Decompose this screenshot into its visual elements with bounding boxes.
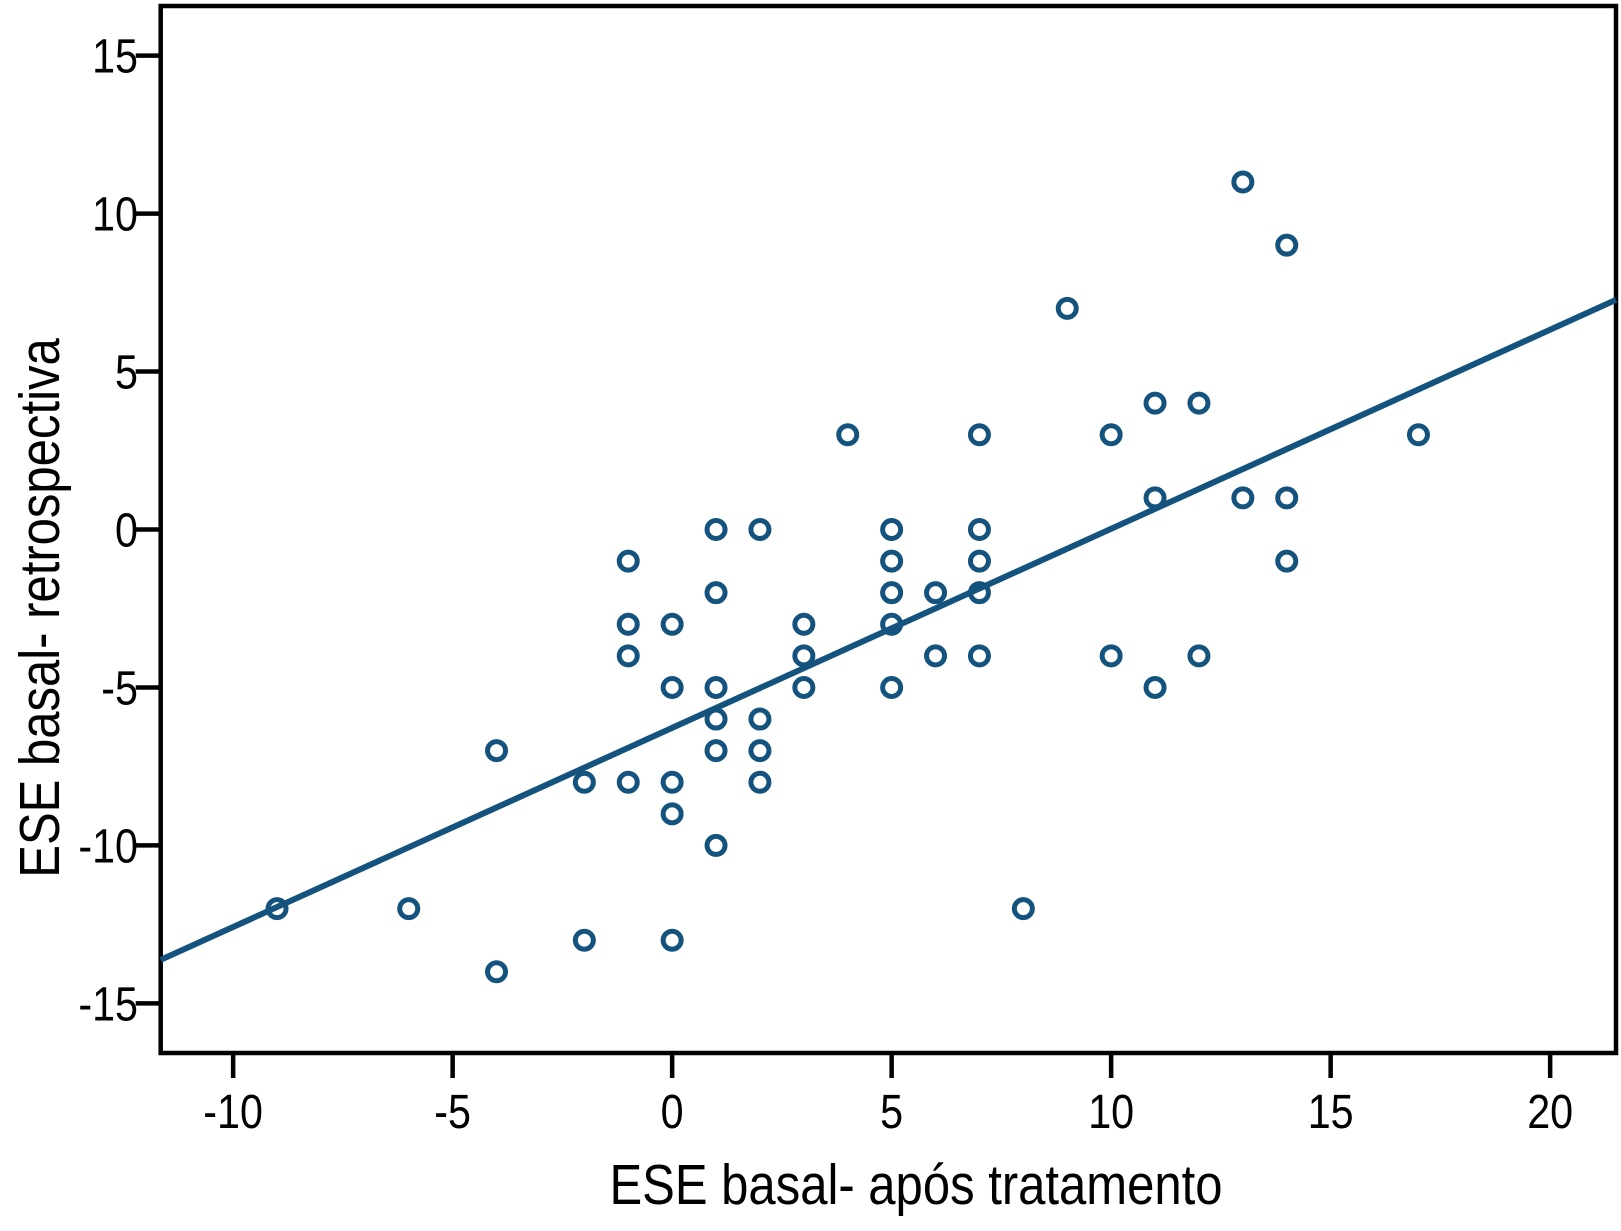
data-point: [967, 518, 991, 541]
plot-border: [158, 3, 1619, 1056]
data-points: [265, 170, 1430, 984]
x-tick-label: 15: [1308, 1085, 1354, 1139]
x-axis-title-text: ESE basal- após tratamento: [609, 1153, 1223, 1217]
data-point: [704, 581, 728, 605]
data-point: [792, 644, 816, 668]
x-tick-label: -5: [434, 1085, 471, 1139]
fit-line: [159, 297, 1618, 963]
data-point: [616, 770, 640, 794]
data-point: [1099, 423, 1123, 447]
data-point: [1275, 549, 1299, 573]
data-point: [397, 897, 421, 921]
data-point: [880, 581, 904, 605]
x-tick-label: 10: [1088, 1085, 1134, 1139]
data-point: [924, 644, 948, 668]
data-point: [748, 739, 772, 763]
y-tick-label: 15: [92, 30, 138, 84]
data-point: [1011, 897, 1035, 921]
data-point: [792, 675, 816, 699]
data-point: [1275, 486, 1299, 510]
data-point: [967, 423, 991, 447]
y-tick-label: 5: [115, 346, 138, 400]
y-axis-title-text: ESE basal- retrospectiva: [8, 338, 72, 878]
data-point: [572, 770, 596, 794]
y-axis-ticks: [135, 53, 161, 1006]
data-point: [660, 675, 684, 699]
data-point: [967, 581, 991, 605]
data-point: [485, 960, 509, 984]
data-point: [792, 612, 816, 636]
y-tick-label: 10: [92, 188, 138, 242]
data-point: [572, 928, 596, 952]
x-tick-label: 5: [880, 1085, 903, 1139]
data-point: [660, 802, 684, 826]
data-point: [836, 423, 860, 447]
data-point: [660, 612, 684, 636]
data-point: [967, 549, 991, 573]
data-point: [1406, 423, 1430, 447]
x-tick-label: 0: [661, 1085, 684, 1139]
y-axis-tick-labels: 15 10 5 0 -5 -10 -15: [78, 30, 138, 1031]
data-point: [265, 897, 289, 921]
x-tick-label: 20: [1527, 1085, 1573, 1139]
data-point: [880, 549, 904, 573]
plot-frame: [158, 3, 1619, 1056]
data-point: [748, 770, 772, 794]
data-point: [880, 675, 904, 699]
data-point: [1143, 675, 1167, 699]
data-point: [1099, 644, 1123, 668]
data-point: [967, 644, 991, 668]
y-tick-label: 0: [115, 504, 138, 558]
data-point: [1187, 644, 1211, 668]
data-point: [1143, 391, 1167, 415]
data-point: [880, 518, 904, 541]
data-point: [616, 644, 640, 668]
data-point: [1231, 486, 1255, 510]
data-point: [1143, 486, 1167, 510]
data-point: [1055, 296, 1079, 320]
x-axis-tick-labels: -10 -5 0 5 10 15 20: [203, 1085, 1573, 1139]
data-point: [748, 518, 772, 541]
data-point: [704, 518, 728, 541]
x-axis-ticks: [230, 1053, 1553, 1078]
data-point: [704, 707, 728, 731]
regression-line: [159, 297, 1618, 963]
data-point: [924, 581, 948, 605]
data-point: [704, 833, 728, 857]
y-tick-label: -15: [78, 978, 138, 1032]
y-axis-title: ESE basal- retrospectiva: [7, 294, 73, 921]
data-point: [1275, 233, 1299, 257]
data-point: [660, 770, 684, 794]
data-point: [616, 549, 640, 573]
data-point: [1231, 170, 1255, 194]
data-point: [1187, 391, 1211, 415]
data-point: [660, 928, 684, 952]
x-tick-label: -10: [203, 1085, 263, 1139]
x-axis-title: ESE basal- após tratamento: [560, 1152, 1273, 1218]
data-point: [704, 675, 728, 699]
data-point: [616, 612, 640, 636]
y-tick-label: -5: [101, 662, 138, 716]
data-point: [748, 707, 772, 731]
y-tick-label: -10: [78, 820, 138, 874]
data-point: [485, 739, 509, 763]
data-point: [704, 739, 728, 763]
data-point: [880, 612, 904, 636]
